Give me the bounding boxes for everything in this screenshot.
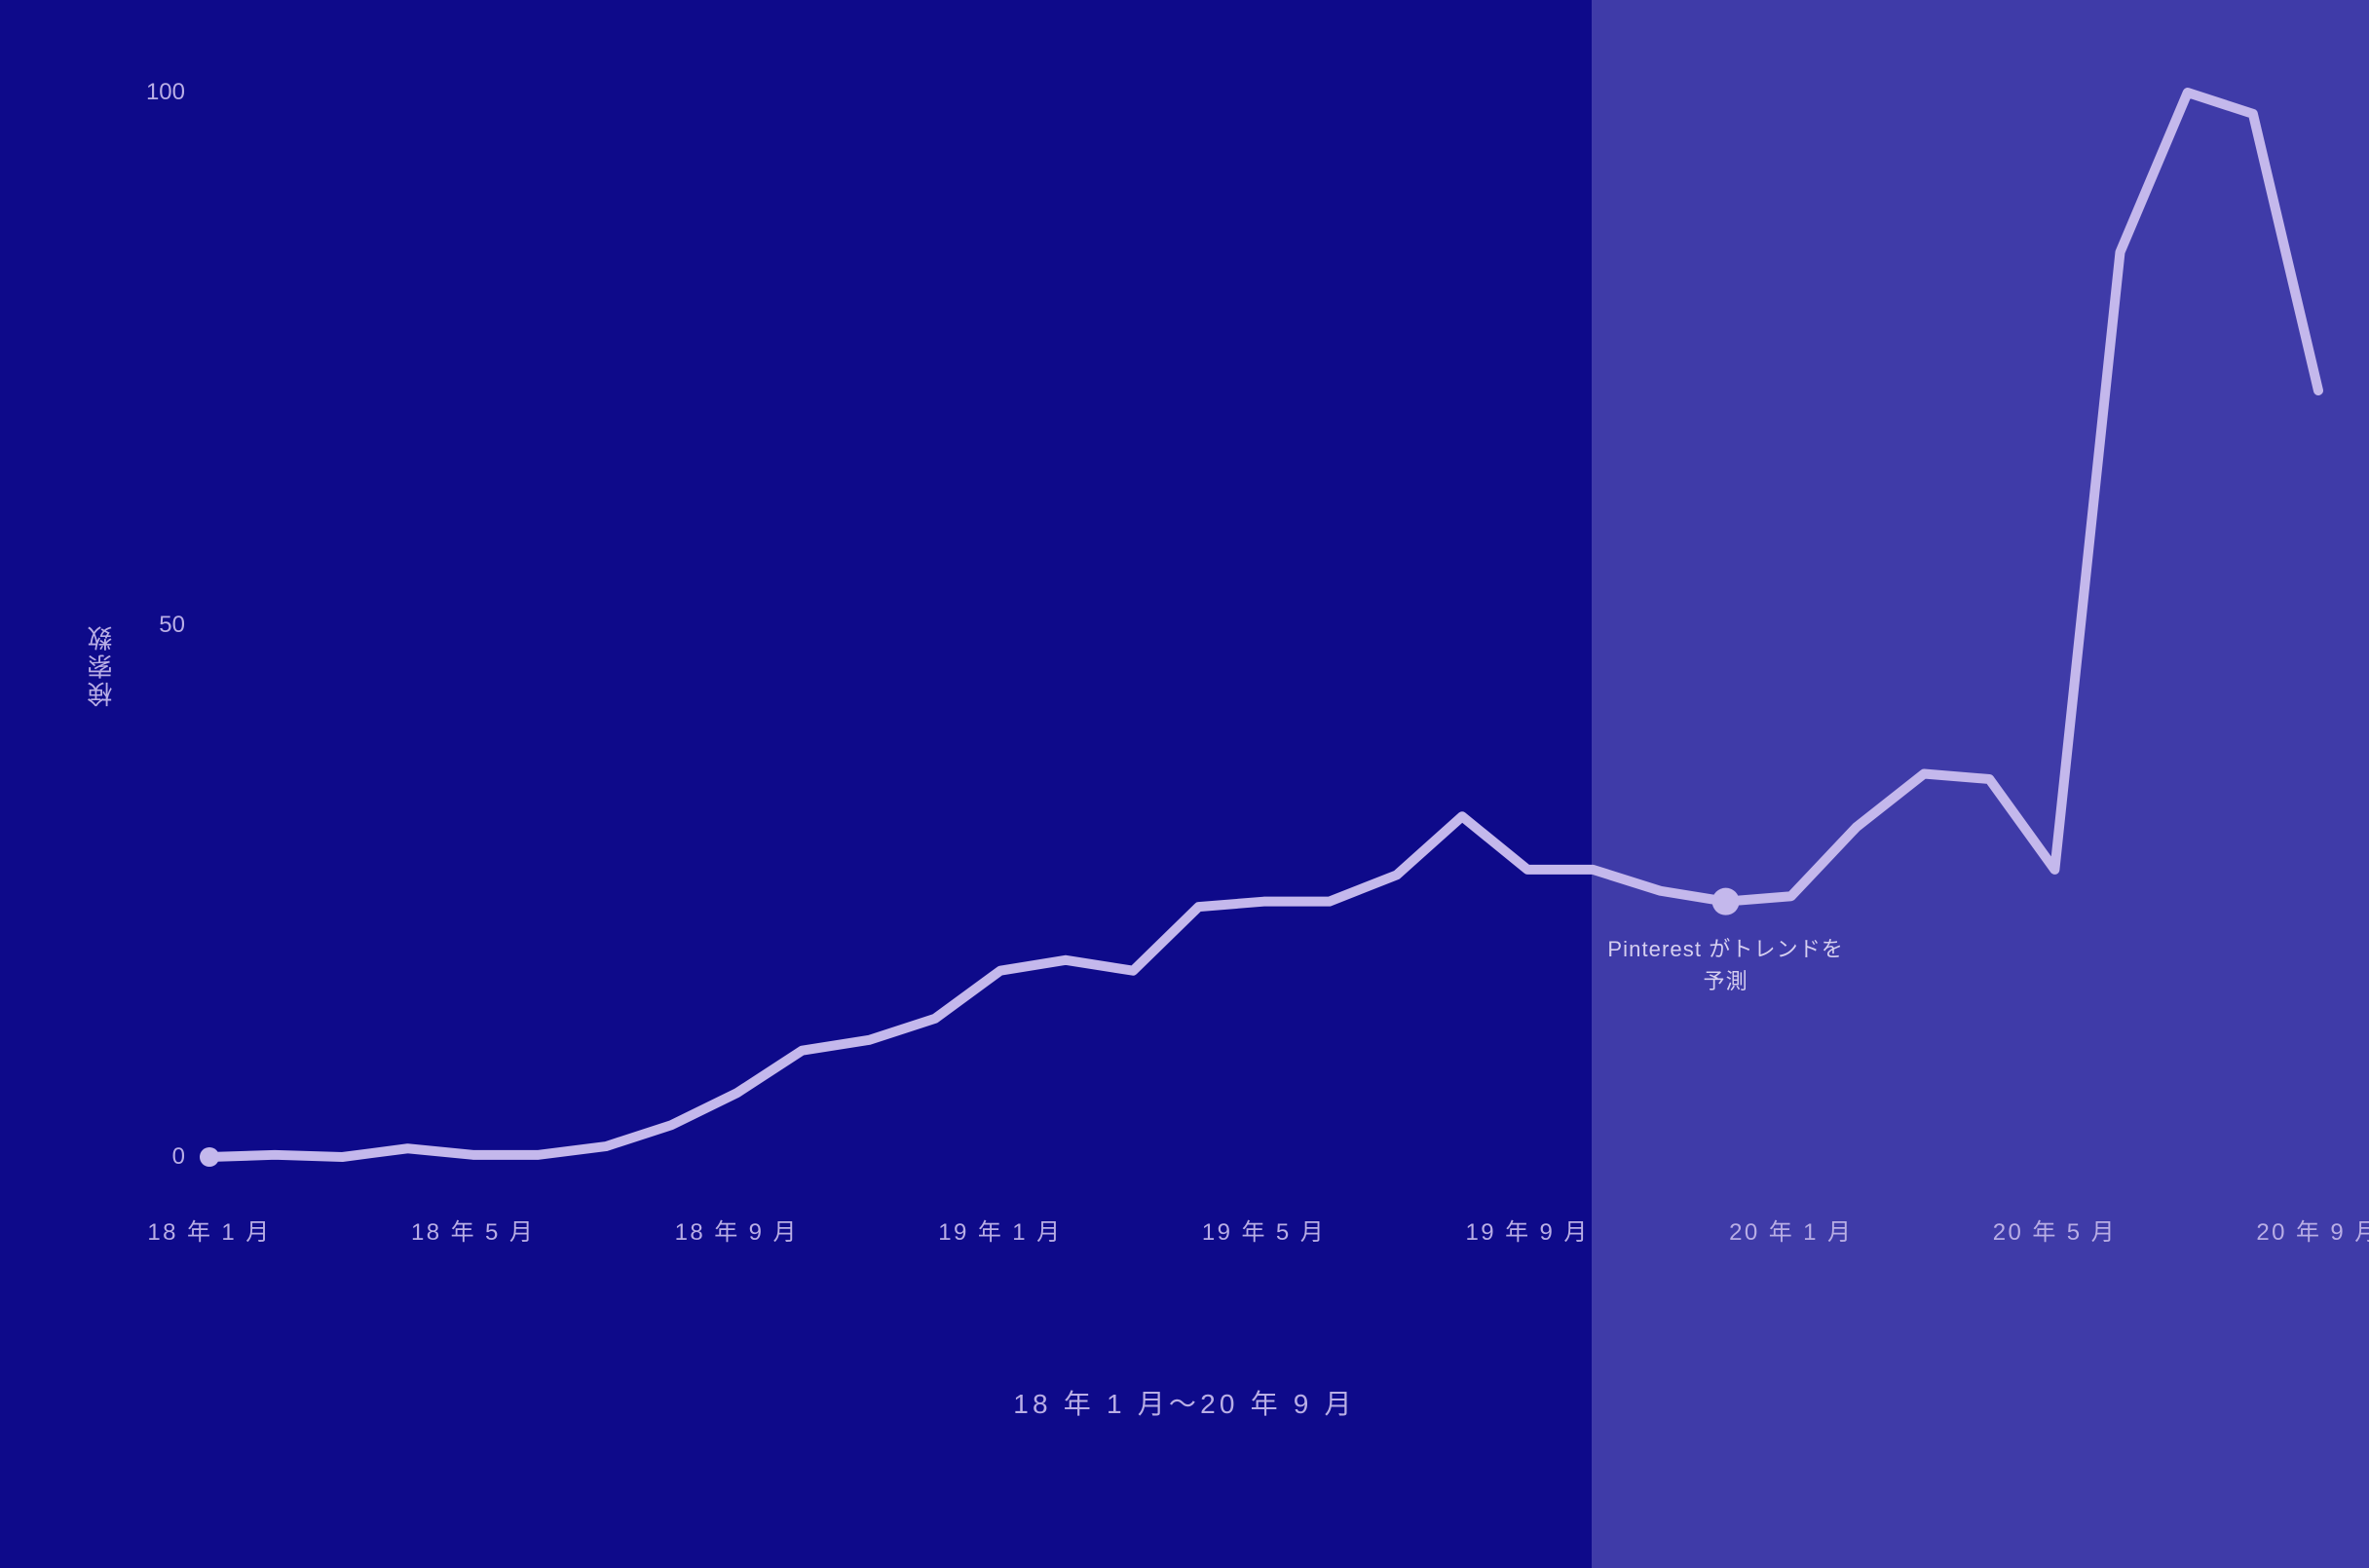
x-tick-label: 18 年 1 月	[147, 1213, 271, 1247]
x-tick-label: 20 年 1 月	[1729, 1213, 1853, 1247]
line-chart-svg	[0, 0, 2369, 1568]
line-start-marker	[200, 1147, 219, 1167]
y-axis-label: 検索数	[83, 623, 119, 707]
x-tick-label: 19 年 9 月	[1466, 1213, 1590, 1247]
x-tick-label: 20 年 9 月	[2256, 1213, 2369, 1247]
y-tick-label: 100	[146, 79, 185, 106]
x-axis-label: 18 年 1 月～20 年 9 月	[1013, 1383, 1356, 1422]
x-tick-label: 19 年 5 月	[1202, 1213, 1326, 1247]
trend-line	[209, 93, 2318, 1157]
y-tick-label: 0	[172, 1143, 185, 1171]
x-tick-label: 20 年 5 月	[1993, 1213, 2117, 1247]
x-tick-label: 18 年 9 月	[675, 1213, 799, 1247]
annotation-line2: 予測	[1607, 965, 1844, 997]
x-tick-label: 18 年 5 月	[411, 1213, 535, 1247]
x-tick-label: 19 年 1 月	[938, 1213, 1062, 1247]
prediction-annotation: Pinterest がトレンドを 予測	[1607, 933, 1844, 997]
annotation-line1: Pinterest がトレンドを	[1607, 933, 1844, 965]
y-tick-label: 50	[159, 612, 185, 639]
prediction-marker-icon	[1712, 888, 1740, 915]
